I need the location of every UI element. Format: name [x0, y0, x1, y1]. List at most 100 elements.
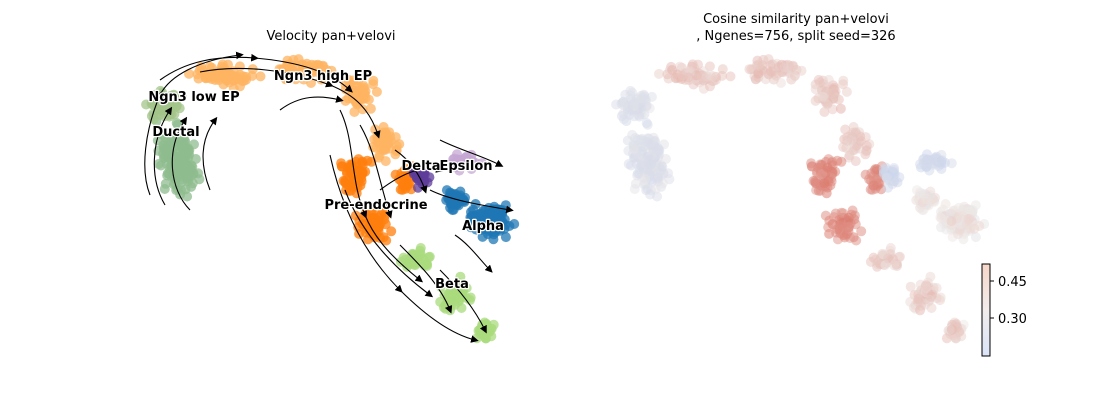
- cosine-point: [931, 283, 942, 293]
- cosine-point: [717, 64, 728, 75]
- cosine-point: [946, 324, 957, 335]
- cosine-point: [640, 174, 651, 184]
- cosine-point: [936, 213, 947, 224]
- cosine-panel: Cosine similarity pan+velovi , Ngenes=75…: [611, 12, 1027, 357]
- cell-point: [161, 98, 172, 109]
- cluster-label-ductal: Ductal: [152, 125, 199, 140]
- cosine-point: [674, 61, 685, 72]
- cosine-point: [844, 150, 855, 161]
- cosine-point: [623, 159, 634, 169]
- cell-point: [177, 143, 188, 154]
- streamline: [359, 124, 393, 219]
- cosine-point: [823, 222, 834, 233]
- cosine-title-line1: Cosine similarity pan+velovi: [703, 12, 889, 27]
- streamline: [153, 106, 173, 206]
- streamline: [439, 139, 504, 167]
- cosine-point: [638, 135, 649, 146]
- cosine-point: [883, 182, 893, 193]
- cell-point: [340, 177, 351, 188]
- cosine-point: [835, 103, 846, 114]
- streamline: [329, 154, 479, 343]
- cosine-point: [639, 93, 650, 104]
- cosine-point: [937, 155, 947, 166]
- cosine-point: [925, 154, 936, 165]
- cosine-point: [946, 216, 957, 227]
- cosine-point: [625, 85, 636, 96]
- cosine-point: [647, 143, 658, 154]
- cosine-point: [725, 71, 736, 82]
- streamline: [379, 165, 444, 191]
- cosine-point: [645, 189, 656, 200]
- cosine-point: [819, 178, 830, 189]
- cell-point: [161, 158, 172, 169]
- streamline: [144, 51, 244, 196]
- cell-point: [372, 135, 383, 146]
- cell-point: [349, 178, 360, 189]
- cell-point: [455, 154, 466, 165]
- cosine-point: [657, 161, 668, 172]
- cell-point: [352, 162, 363, 173]
- cosine-point: [828, 88, 838, 99]
- cosine-point: [618, 99, 629, 110]
- cell-point: [158, 139, 169, 150]
- cell-point: [238, 71, 248, 82]
- colorbar-tick-label-high: 0.45: [998, 275, 1027, 290]
- cosine-point: [641, 118, 652, 128]
- cell-point: [411, 172, 422, 183]
- cosine-point: [905, 296, 916, 307]
- cell-point: [175, 189, 186, 200]
- cosine-point: [953, 202, 964, 213]
- cell-point: [500, 232, 511, 243]
- streamline: [429, 189, 514, 214]
- cosine-point: [861, 141, 872, 151]
- cosine-point: [632, 168, 643, 179]
- cluster-label-ngn3-low-ep: Ngn3 low EP: [148, 90, 239, 105]
- cosine-point: [839, 232, 850, 243]
- cosine-point: [744, 64, 755, 75]
- cosine-point: [849, 210, 860, 221]
- cell-point: [293, 54, 304, 65]
- cell-point: [398, 180, 409, 191]
- cosine-point: [970, 232, 981, 243]
- cosine-point: [889, 163, 899, 173]
- cluster-label-epsilon: Epsilon: [439, 159, 492, 174]
- streamline: [399, 244, 453, 314]
- cosine-point: [810, 95, 821, 106]
- cell-point: [486, 331, 497, 342]
- streamline: [344, 189, 434, 298]
- streamline: [439, 269, 487, 334]
- cosine-point: [667, 65, 678, 75]
- cluster-labels: Ngn3 low EP Ngn3 high EP Ductal Delta Ep…: [147, 68, 505, 294]
- streamline: [199, 67, 381, 139]
- cosine-point: [810, 177, 821, 188]
- cosine-point: [654, 68, 664, 79]
- cosine-point: [842, 135, 853, 146]
- cosine-point: [856, 226, 867, 237]
- cell-point: [466, 164, 477, 174]
- cosine-point: [813, 74, 824, 85]
- cosine-point: [754, 59, 765, 70]
- cosine-point: [921, 194, 932, 205]
- cosine-point: [850, 127, 861, 138]
- cell-point: [162, 168, 173, 179]
- cosine-point: [705, 81, 715, 92]
- cell-point: [446, 300, 456, 311]
- velocity-panel: Velocity pan+velovi Ngn3 low EP Ngn3 hig…: [141, 29, 520, 344]
- cosine-point: [916, 300, 926, 311]
- cell-point: [467, 155, 477, 166]
- streamline: [202, 116, 218, 191]
- cell-point: [336, 158, 347, 169]
- cosine-point: [631, 158, 642, 169]
- cosine-point: [865, 256, 876, 267]
- cell-point: [157, 129, 168, 140]
- cosine-point: [628, 139, 639, 150]
- cell-point: [491, 219, 502, 230]
- cosine-point: [889, 260, 900, 271]
- cell-point: [395, 256, 406, 267]
- cosine-point: [905, 281, 916, 292]
- cosine-point: [926, 303, 937, 313]
- cosine-points: [611, 54, 990, 344]
- cell-point: [153, 159, 164, 169]
- cosine-point: [917, 205, 928, 215]
